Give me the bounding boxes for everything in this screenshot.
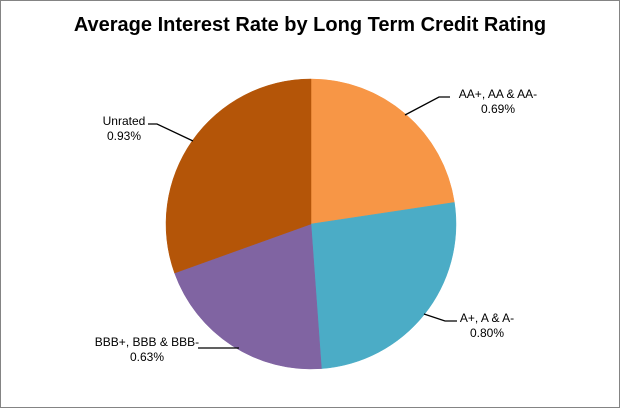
pie-slice-1[interactable] xyxy=(310,202,457,369)
chart-title: Average Interest Rate by Long Term Credi… xyxy=(73,14,547,36)
pie-slice-2[interactable] xyxy=(174,223,322,370)
slice-value: 0.93% xyxy=(106,129,142,143)
leader-line-3 xyxy=(148,123,194,142)
slice-label-bbb: BBB+, BBB & BBB- 0.63% xyxy=(82,335,212,365)
slice-label-unrated: Unrated 0.93% xyxy=(59,114,189,144)
slice-category: Unrated xyxy=(102,114,146,128)
slice-label-a: A+, A & A- 0.80% xyxy=(422,311,552,341)
slice-category: BBB+, BBB & BBB- xyxy=(94,335,200,349)
slice-category: A+, A & A- xyxy=(459,311,515,325)
slice-value: 0.80% xyxy=(469,326,505,340)
slice-value: 0.63% xyxy=(129,350,165,364)
leader-line-0 xyxy=(404,96,450,116)
leader-line-1 xyxy=(423,313,457,322)
slice-label-aa: AA+, AA & AA- 0.69% xyxy=(433,87,563,117)
slice-value: 0.69% xyxy=(480,102,516,116)
slice-category: AA+, AA & AA- xyxy=(458,87,538,101)
